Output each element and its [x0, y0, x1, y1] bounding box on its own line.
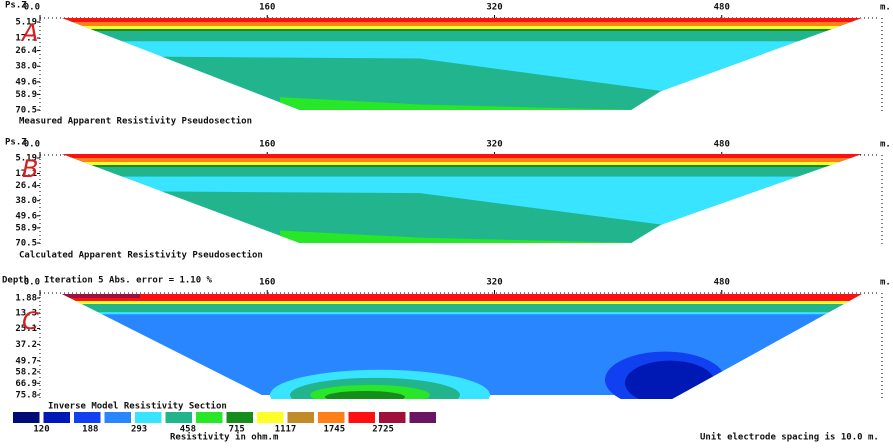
x-tick-label: 320 [486, 3, 502, 13]
y-label: Ps.Z [5, 138, 27, 148]
x-unit: m. [880, 3, 891, 13]
band [150, 191, 680, 243]
legend-value: 1117 [275, 425, 297, 435]
x-tick-label: 320 [486, 140, 502, 150]
y-tick-label: 75.8 [15, 391, 37, 401]
band [150, 320, 820, 395]
x-tick-label: 160 [259, 140, 275, 150]
letter: B [22, 155, 38, 183]
x-unit: m. [880, 278, 891, 288]
band [62, 29, 862, 31]
x-tick-label: 0.0 [24, 278, 40, 288]
legend-swatch [43, 412, 70, 423]
legend-value: 120 [33, 425, 49, 435]
band [62, 300, 862, 304]
legend-value: 458 [180, 425, 196, 435]
y-tick-label: 5.19 [15, 154, 37, 164]
y-tick-label: 37.2 [15, 340, 37, 350]
x-tick-label: 0.0 [24, 3, 40, 13]
x-tick-label: 160 [259, 278, 275, 288]
legend-value: 188 [82, 425, 98, 435]
y-tick-label: 38.0 [15, 196, 37, 206]
y-tick-label: 17.1 [15, 34, 37, 44]
section [62, 154, 862, 243]
legend-value: 715 [229, 425, 245, 435]
legend-title: Resistivity in ohm.m [170, 432, 279, 443]
letter: A [20, 19, 38, 47]
y-tick-label: 26.4 [15, 46, 37, 56]
y-tick-label: 70.5 [15, 239, 37, 249]
y-tick-label: 38.0 [15, 62, 37, 72]
x-tick-label: 480 [714, 140, 730, 150]
band [325, 390, 405, 399]
y-tick-label: 1.88 [15, 294, 37, 304]
band [280, 97, 640, 110]
x-tick-label: 480 [714, 3, 730, 13]
legend-swatch [348, 412, 375, 423]
x-tick-label: 480 [714, 278, 730, 288]
legend-swatch [104, 412, 131, 423]
band [62, 26, 862, 29]
band [280, 230, 640, 243]
y-tick-label: 26.4 [15, 181, 37, 191]
y-tick-label: 58.2 [15, 367, 37, 377]
y-tick-label: 17.1 [15, 169, 37, 179]
legend-swatch [13, 412, 40, 423]
panel-title: Measured Apparent Resistivity Pseudosect… [19, 116, 252, 127]
legend-value: 1745 [323, 425, 345, 435]
panel-title: Inverse Model Resistivity Section [48, 401, 227, 412]
band [62, 158, 862, 162]
section [62, 294, 862, 399]
legend-swatch [74, 412, 101, 423]
y-tick-label: 58.9 [15, 223, 37, 233]
legend-swatch [196, 412, 223, 423]
legend-value: 293 [131, 425, 147, 435]
legend-swatch [379, 412, 406, 423]
legend-swatch [318, 412, 345, 423]
y-tick-label: 70.5 [15, 106, 37, 116]
panel-subtitle: Iteration 5 Abs. error = 1.10 % [44, 275, 213, 286]
y-tick-label: 49.7 [15, 356, 37, 366]
footnote: Unit electrode spacing is 10.0 m. [700, 432, 879, 443]
legend-swatch [226, 412, 253, 423]
band [62, 165, 862, 167]
y-tick-label: 66.9 [15, 379, 37, 389]
y-tick-label: 49.6 [15, 211, 37, 221]
legend-swatch [165, 412, 192, 423]
band [62, 294, 862, 301]
y-tick-label: 49.6 [15, 77, 37, 87]
x-tick-label: 320 [486, 278, 502, 288]
y-tick-label: 58.9 [15, 90, 37, 100]
band [625, 360, 715, 399]
y-tick-label: 5.19 [15, 18, 37, 28]
band [62, 162, 862, 165]
y-tick-label: 13.3 [15, 308, 37, 318]
y-label: Ps.Z [5, 1, 27, 11]
band [62, 18, 862, 22]
band [150, 56, 680, 110]
legend-swatch [257, 412, 284, 423]
letter: C [22, 307, 39, 335]
panel-title: Calculated Apparent Resistivity Pseudose… [19, 250, 263, 261]
band [62, 294, 140, 298]
section [62, 18, 862, 110]
y-tick-label: 25.1 [15, 324, 37, 334]
band [62, 154, 862, 158]
x-unit: m. [880, 140, 891, 150]
legend-swatch [135, 412, 162, 423]
y-label: Depth [2, 276, 29, 286]
legend-swatch [287, 412, 314, 423]
x-tick-label: 160 [259, 3, 275, 13]
band [62, 22, 862, 26]
band [62, 302, 862, 313]
legend-value: 2725 [372, 425, 394, 435]
x-tick-label: 0.0 [24, 140, 40, 150]
legend-swatch [409, 412, 436, 423]
